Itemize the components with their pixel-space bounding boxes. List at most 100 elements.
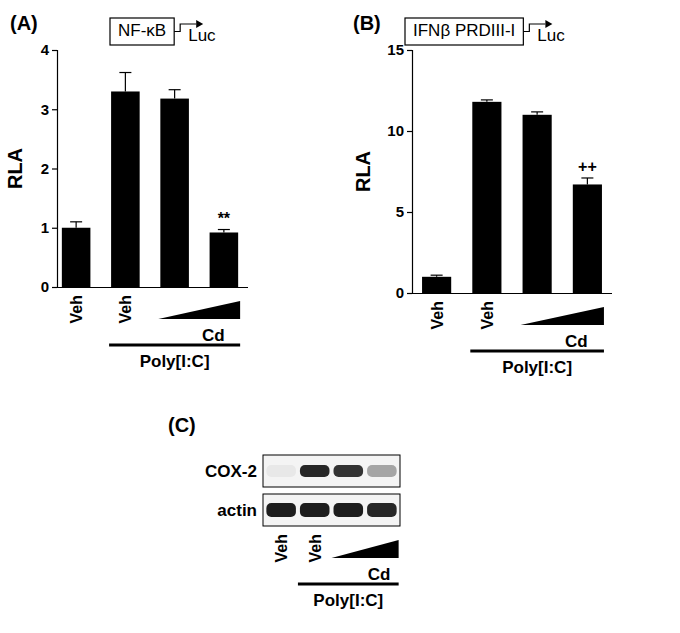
error-cap (431, 275, 443, 276)
band (300, 465, 330, 477)
tick-mark (52, 228, 57, 229)
tick: 0 (41, 278, 57, 295)
tick: 4 (41, 41, 57, 58)
group-label: Cd (202, 326, 225, 345)
tick-label: 1 (41, 219, 49, 236)
tick-mark (52, 50, 57, 51)
figure: (A)NF-κBLuc01234RLA**VehVehCdPoly[I:C](B… (0, 0, 680, 633)
bar (111, 91, 140, 287)
tick-mark (407, 212, 412, 213)
tick: 1 (41, 219, 57, 236)
promoter-box (405, 18, 523, 45)
dose-ramp (332, 540, 399, 558)
x-axis (57, 287, 248, 288)
error-stem (587, 178, 588, 184)
tick-label: 5 (396, 203, 404, 220)
row-label: actin (217, 501, 257, 520)
error-cap (481, 99, 493, 100)
y-axis-title: RLA (4, 148, 26, 189)
panel: (A)NF-κBLuc01234RLA**VehVehCdPoly[I:C] (4, 12, 248, 371)
group-label: Cd (565, 332, 588, 351)
tick-label: 15 (387, 41, 404, 58)
panel-label: (B) (353, 12, 381, 34)
blot-frame (263, 494, 400, 526)
bar (62, 228, 91, 287)
tick-label: 4 (41, 41, 50, 58)
tick: 15 (387, 41, 412, 58)
error-stem (76, 222, 77, 228)
group-label: Poly[I:C] (502, 358, 572, 377)
group-line (470, 350, 604, 353)
tick: 10 (387, 122, 412, 139)
y-axis-line (52, 51, 58, 288)
error-bar (581, 178, 593, 184)
error-cap (531, 111, 543, 112)
tick-mark (52, 168, 57, 169)
tick-label: 0 (396, 284, 404, 301)
promoter-box (110, 18, 174, 45)
tick-mark (407, 50, 412, 51)
plot-area (62, 73, 238, 287)
category-label: Veh (68, 295, 85, 323)
category-label: Veh (117, 295, 134, 323)
band (367, 465, 397, 477)
group-label: Poly[I:C] (140, 352, 210, 371)
bar (472, 102, 501, 293)
error-bar (481, 100, 493, 102)
category-label: Veh (307, 534, 324, 562)
band (334, 503, 364, 517)
plot-area (422, 100, 602, 293)
tick: 3 (41, 101, 57, 118)
bar (523, 115, 552, 293)
error-cap (169, 89, 181, 90)
band (300, 503, 330, 517)
y-axis-title: RLA (352, 151, 374, 192)
x-axis-line (57, 287, 248, 288)
panel: (C) COX-2 actin Veh Veh Cd Poly[I:C] (168, 414, 400, 610)
category-label: Veh (429, 301, 446, 329)
dose-ramp (158, 301, 240, 319)
tick-label: 3 (41, 101, 49, 118)
tick-label: 0 (41, 278, 49, 295)
dose-ramp (521, 307, 604, 325)
error-cap (581, 177, 593, 178)
panel-label: (A) (10, 12, 38, 34)
x-axis-line (412, 293, 612, 294)
y-axis: 0 5 10 15 (387, 41, 412, 301)
tick-mark (52, 287, 57, 288)
error-cap (70, 221, 82, 222)
group-line (109, 344, 240, 347)
bar (573, 184, 602, 293)
tick-mark (407, 131, 412, 132)
error-cap (119, 72, 131, 73)
tick-mark (407, 293, 412, 294)
error-cap (218, 229, 230, 230)
band (367, 503, 397, 517)
promoter-label: IFNβ PRDIII-I (413, 21, 515, 40)
error-bar (70, 222, 82, 228)
panel-label: (C) (168, 414, 196, 436)
bar (422, 277, 451, 293)
tick: 2 (41, 160, 57, 177)
y-axis-line (407, 51, 413, 294)
row-label: COX-2 (205, 462, 257, 481)
promoter-label: NF-κB (118, 21, 166, 40)
category-label: Veh (273, 534, 290, 562)
reporter-label: Luc (188, 26, 216, 45)
tick-mark (52, 109, 57, 110)
error-bar (531, 112, 543, 115)
group-label: Cd (368, 565, 391, 584)
annotation: ++ (578, 158, 597, 175)
bar (160, 99, 189, 287)
error-bar (218, 230, 230, 233)
tick: 5 (396, 203, 412, 220)
bar (210, 232, 239, 287)
tick: 0 (396, 284, 412, 301)
error-stem (174, 90, 175, 99)
error-bar (431, 275, 443, 277)
group-label: Poly[I:C] (313, 591, 383, 610)
band (266, 465, 296, 477)
band (266, 503, 296, 517)
x-axis (412, 293, 612, 294)
reporter-label: Luc (537, 26, 565, 45)
